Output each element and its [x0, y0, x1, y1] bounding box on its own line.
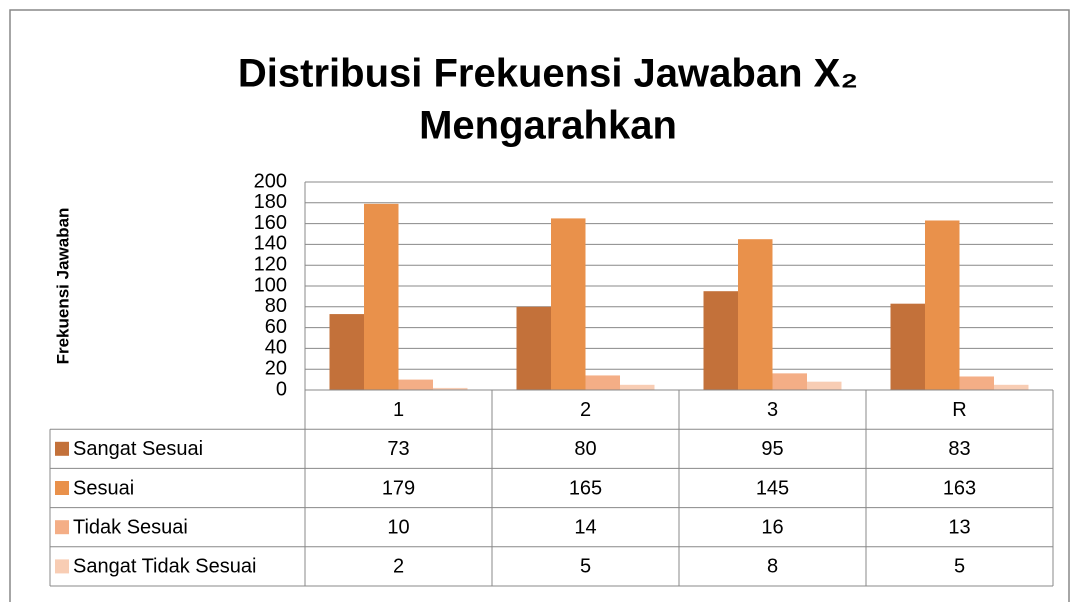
table-value: 10: [387, 516, 409, 538]
table-value: 2: [393, 556, 404, 578]
legend-swatch: [55, 559, 69, 574]
x-tick-label: 1: [393, 399, 404, 421]
legend-label: Sesuai: [73, 477, 134, 499]
chart-subtitle: Mengarahkan: [419, 104, 677, 148]
bar: [772, 373, 807, 390]
bar: [398, 379, 433, 390]
bar: [807, 381, 842, 390]
bar: [433, 387, 468, 390]
y-tick-label: 140: [254, 233, 287, 255]
legend-label: Sangat Sesuai: [73, 438, 203, 460]
y-axis-label: Frekuensi Jawaban: [53, 208, 72, 365]
table-value: 165: [569, 477, 602, 499]
y-tick-label: 60: [265, 316, 287, 338]
bar: [703, 291, 738, 390]
bar: [994, 384, 1029, 390]
bar: [551, 218, 586, 390]
bar: [516, 306, 551, 390]
y-tick-label: 200: [254, 170, 287, 192]
table-value: 145: [756, 477, 789, 499]
table-value: 95: [761, 438, 783, 460]
bar: [329, 314, 364, 390]
bar: [959, 376, 994, 390]
y-tick-label: 0: [276, 378, 287, 400]
table-value: 83: [948, 438, 970, 460]
bar: [738, 239, 773, 390]
legend-label: Sangat Tidak Sesuai: [73, 556, 256, 578]
table-value: 5: [580, 556, 591, 578]
bar: [585, 375, 620, 390]
legend-swatch: [55, 481, 69, 495]
legend-label: Tidak Sesuai: [73, 516, 188, 538]
table-value: 5: [954, 556, 965, 578]
bar: [620, 384, 655, 390]
y-tick-label: 180: [254, 191, 287, 213]
x-tick-label: 2: [580, 399, 591, 421]
bar: [890, 303, 925, 390]
table-value: 14: [574, 516, 596, 538]
table-value: 80: [574, 438, 596, 460]
table-value: 179: [382, 477, 415, 499]
y-tick-label: 80: [265, 295, 287, 317]
table-value: 8: [767, 556, 778, 578]
y-tick-label: 40: [265, 337, 287, 359]
bar: [925, 220, 960, 390]
x-tick-label: 3: [767, 399, 778, 421]
y-tick-label: 160: [254, 212, 287, 234]
table-value: 16: [761, 516, 783, 538]
bar: [364, 203, 399, 390]
y-tick-label: 120: [254, 253, 287, 275]
table-value: 163: [943, 477, 976, 499]
y-tick-label: 20: [265, 357, 287, 379]
legend-swatch: [55, 441, 69, 456]
table-value: 73: [387, 438, 409, 460]
y-tick-label: 100: [254, 274, 287, 296]
chart-title: Distribusi Frekuensi Jawaban X₂: [238, 52, 858, 96]
legend-swatch: [55, 520, 69, 535]
x-tick-label: R: [952, 399, 966, 421]
table-value: 13: [948, 516, 970, 538]
